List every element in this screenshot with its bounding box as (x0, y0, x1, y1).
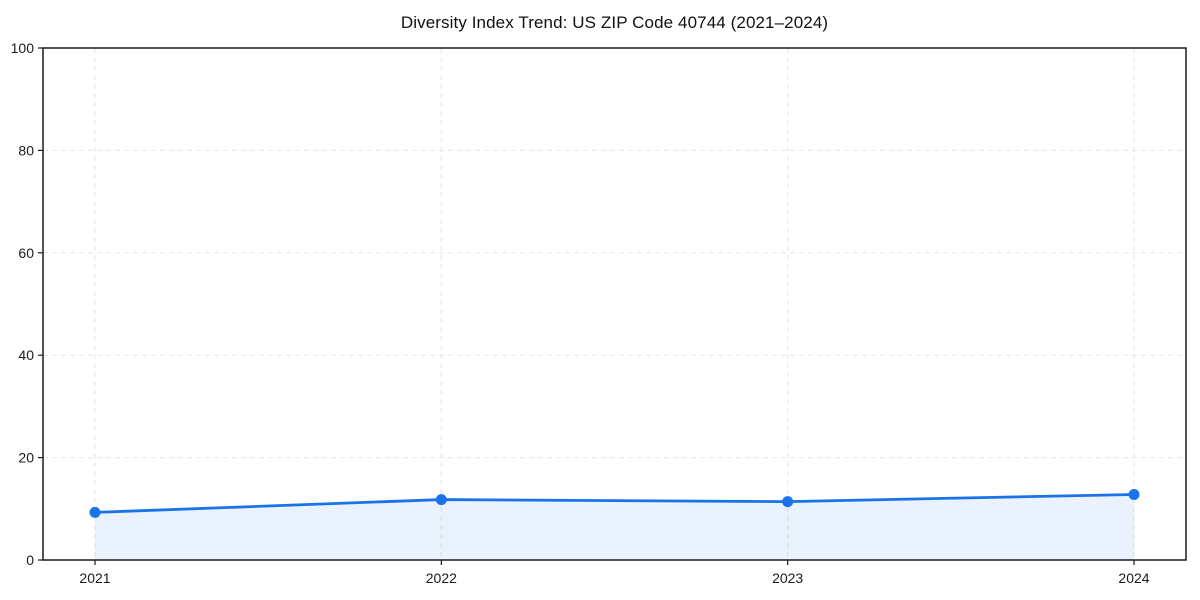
y-axis-tick-label: 100 (11, 40, 35, 56)
y-axis-tick-label: 60 (18, 245, 34, 261)
plot-border (42, 47, 1187, 561)
y-axis-tick-label: 40 (18, 347, 34, 363)
x-axis-tick-label: 2023 (772, 570, 803, 586)
x-axis-tick-label: 2024 (1118, 570, 1149, 586)
area-fill (95, 494, 1134, 560)
y-axis-tick-label: 80 (18, 142, 34, 158)
chart-title: Diversity Index Trend: US ZIP Code 40744… (400, 13, 829, 32)
y-axis-tick-label: 20 (18, 450, 34, 466)
data-point-marker (1128, 488, 1140, 500)
x-axis-tick-label: 2021 (79, 570, 110, 586)
data-point-marker (782, 496, 794, 508)
x-axis-tick-label: 2022 (426, 570, 457, 586)
data-point-marker (435, 494, 447, 506)
trend-line (93, 493, 1136, 514)
y-axis-tick-label: 0 (26, 552, 34, 568)
data-point-marker (89, 506, 101, 518)
